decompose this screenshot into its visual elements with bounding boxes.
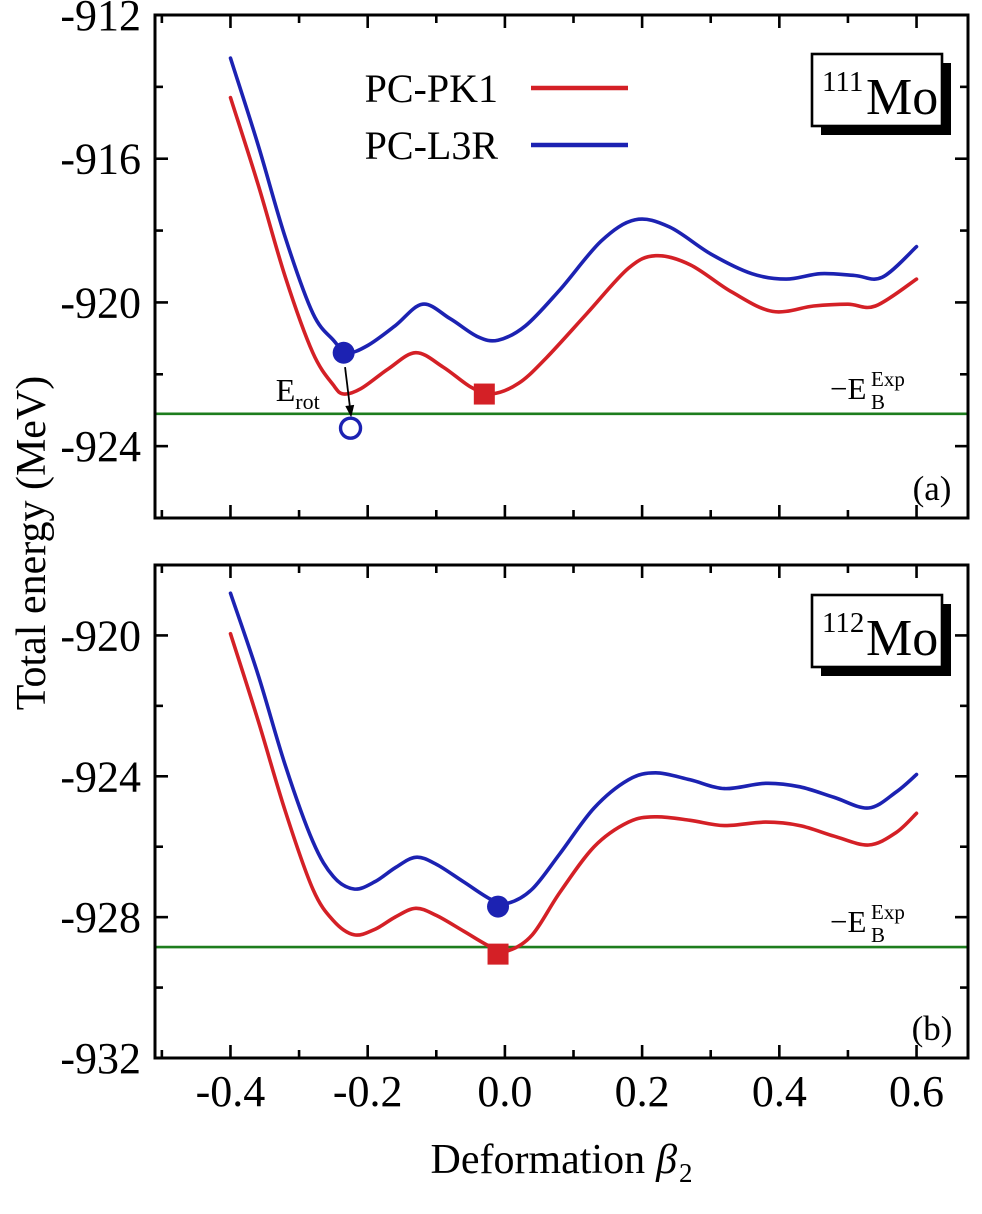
panel-letter-label: (b): [912, 1009, 953, 1048]
x-axis-title: Deformation β2: [155, 1136, 968, 1188]
exp-line-label: −E: [830, 904, 866, 939]
beta-subscript: 2: [679, 1158, 693, 1188]
isotope-mass-superscript: 112: [822, 607, 864, 639]
axes-frame: [153, 13, 970, 520]
x-axis-title-text: Deformation: [430, 1137, 646, 1183]
exp-line-label: −E: [830, 371, 866, 406]
exp-line-label-subscript: B: [871, 923, 885, 947]
legend-label-pc-l3r: PC-L3R: [365, 123, 499, 168]
y-tick-label: -916: [60, 135, 141, 184]
y-tick-label: -920: [60, 611, 141, 660]
marker-filled-square: [473, 383, 495, 405]
curve-pc-pk1: [228, 95, 919, 396]
y-tick-label: -924: [60, 422, 141, 471]
panel-letter-label: (a): [913, 469, 952, 508]
exp-line-label-superscript: Exp: [871, 900, 905, 924]
legend-label-pc-pk1: PC-PK1: [365, 66, 498, 111]
marker-open-circle: [338, 416, 363, 440]
beta-symbol: β: [656, 1137, 677, 1183]
erot-arrowhead: [345, 404, 355, 418]
y-tick-label: -932: [60, 1034, 141, 1083]
marker-filled-square: [487, 943, 509, 965]
exp-line-label-superscript: Exp: [871, 367, 905, 391]
isotope-mass-superscript: 111: [822, 66, 863, 98]
isotope-box: [810, 52, 944, 128]
x-tick-label: 0.0: [477, 1067, 532, 1116]
curve-pc-pk1: [228, 631, 919, 954]
x-tick-label: 0.6: [889, 1067, 944, 1116]
erot-arrow: [344, 366, 351, 406]
exp-line-label-subscript: B: [871, 390, 885, 414]
erot-label: Erot: [276, 372, 320, 414]
isotope-element: Mo: [866, 610, 938, 667]
y-tick-label: -920: [60, 278, 141, 327]
y-tick-label: -928: [60, 893, 141, 942]
y-tick-label: -924: [60, 752, 141, 801]
curve-pc-l3r: [228, 56, 919, 355]
x-tick-label: 0.4: [752, 1067, 807, 1116]
x-tick-label: 0.2: [615, 1067, 670, 1116]
curve-pc-l3r: [228, 591, 919, 906]
marker-filled-circle: [487, 895, 510, 918]
x-tick-label: -0.2: [333, 1067, 403, 1116]
marker-filled-circle: [332, 341, 355, 364]
y-tick-label: -912: [60, 0, 141, 40]
x-tick-label: -0.4: [196, 1067, 266, 1116]
isotope-box: [810, 593, 944, 669]
isotope-element: Mo: [866, 69, 938, 126]
axes-frame: [153, 563, 970, 1060]
y-axis-title-text: Total energy (MeV): [9, 375, 55, 711]
